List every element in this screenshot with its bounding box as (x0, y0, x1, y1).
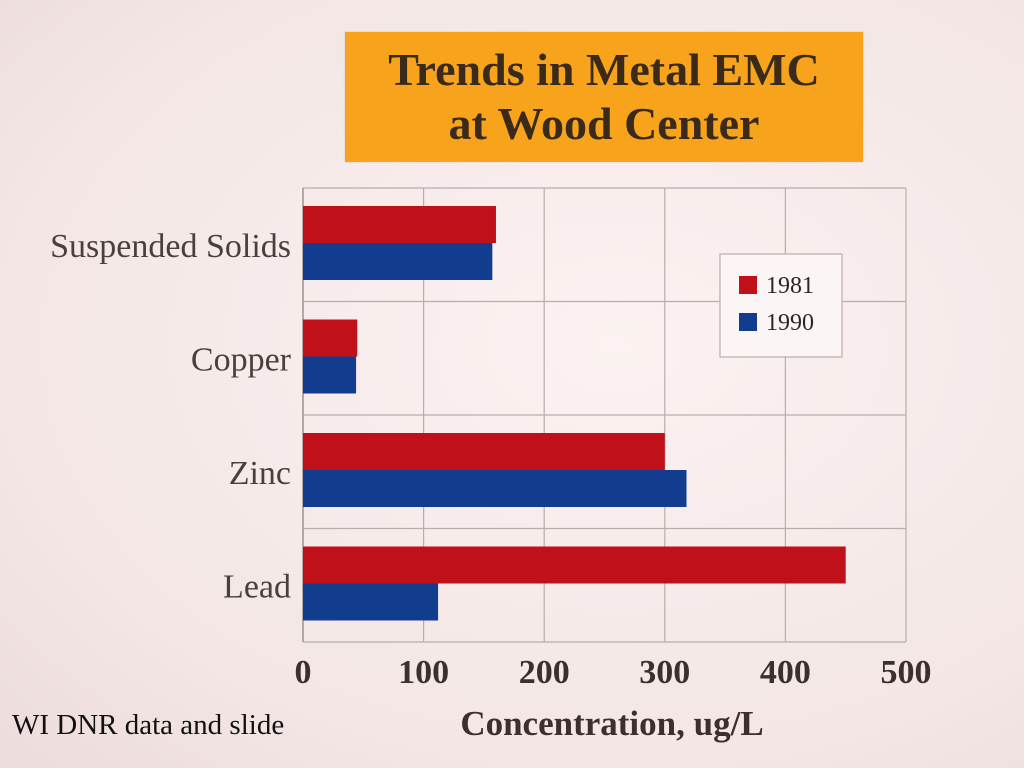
bar-1981-3 (303, 546, 846, 584)
x-tick-label-5: 500 (881, 654, 932, 691)
legend-box (719, 253, 843, 358)
legend-swatch-1990 (739, 313, 757, 331)
credit-text: WI DNR data and slide (12, 709, 285, 741)
x-tick-label-2: 200 (519, 654, 570, 691)
legend-label-1981: 1981 (766, 273, 814, 299)
bar-1990-1 (303, 356, 357, 394)
bar-1981-2 (303, 433, 665, 470)
x-tick-label-3: 300 (639, 654, 690, 691)
bar-1990-3 (303, 583, 439, 621)
x-tick-label-1: 100 (398, 654, 449, 691)
bar-1981-0 (303, 206, 496, 243)
title-box: Trends in Metal EMC at Wood Center (345, 32, 863, 162)
category-label-3: Lead (223, 568, 291, 605)
category-label-1: Copper (191, 341, 292, 378)
bar-1990-2 (303, 470, 687, 507)
x-axis-title: Concentration, ug/L (460, 704, 763, 743)
x-tick-label-0: 0 (295, 654, 312, 691)
legend-label-1990: 1990 (766, 310, 814, 336)
legend-swatch-1981 (739, 276, 757, 294)
category-label-2: Zinc (229, 455, 291, 492)
category-label-0: Suspended Solids (50, 228, 291, 265)
title-line-2: at Wood Center (448, 98, 760, 149)
bar-1981-1 (303, 319, 358, 357)
title-line-1: Trends in Metal EMC (388, 44, 820, 95)
x-tick-label-4: 400 (760, 654, 811, 691)
bar-1990-0 (303, 243, 493, 280)
